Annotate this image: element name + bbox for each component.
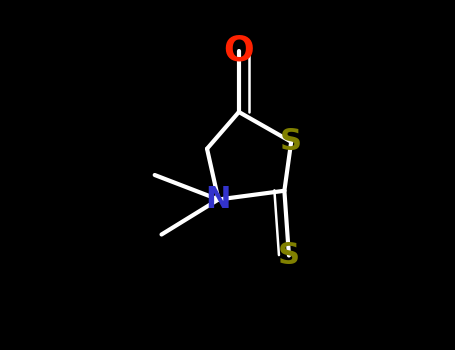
Text: S: S (280, 127, 302, 156)
Text: S: S (278, 241, 300, 270)
Text: N: N (206, 185, 231, 214)
Text: O: O (223, 34, 254, 68)
